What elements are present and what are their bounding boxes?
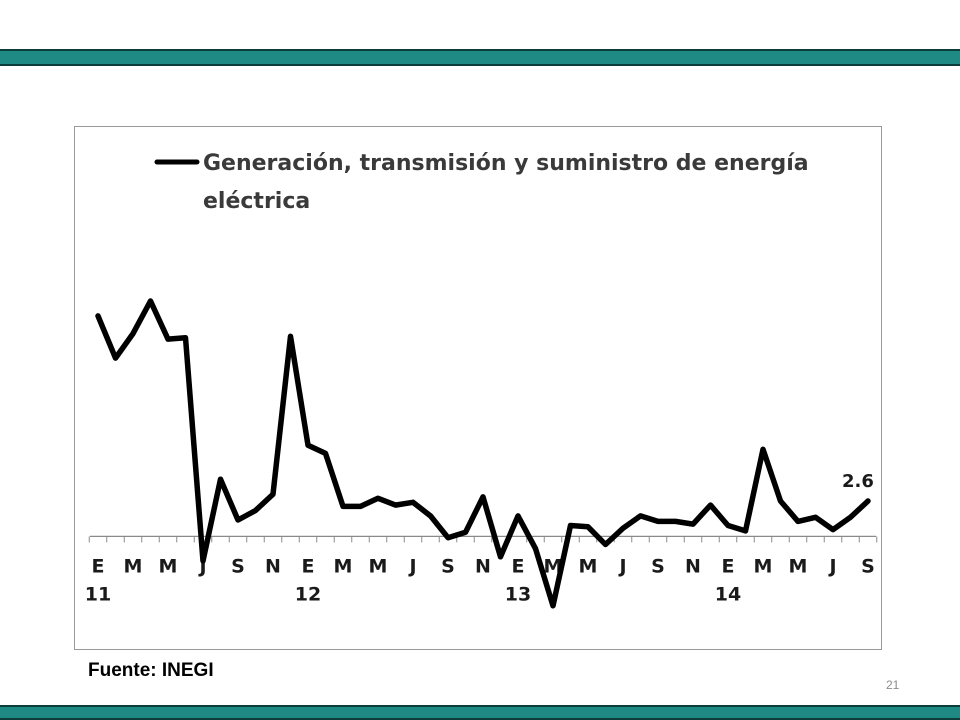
chart-frame: Generación, transmisión y suministro de … xyxy=(74,126,882,650)
series-line xyxy=(95,298,871,609)
x-tick-label: M xyxy=(124,555,143,577)
year-label: 12 xyxy=(295,583,321,605)
bottom-decorative-band xyxy=(0,705,960,720)
x-tick-label: E xyxy=(722,555,735,577)
x-tick-label: S xyxy=(861,555,875,577)
x-tick-label: E xyxy=(92,555,105,577)
top-decorative-band xyxy=(0,49,960,66)
year-label: 11 xyxy=(85,583,111,605)
legend-line-2: eléctrica xyxy=(203,189,310,214)
source-note: Fuente: INEGI xyxy=(88,660,214,681)
year-label: 14 xyxy=(715,583,741,605)
legend-line-1: Generación, transmisión y suministro de … xyxy=(203,151,809,176)
x-tick-label: J xyxy=(407,555,416,577)
x-tick-label: N xyxy=(265,555,281,577)
x-tick-label: N xyxy=(685,555,701,577)
page-number: 21 xyxy=(886,678,900,692)
x-tick-label: J xyxy=(617,555,626,577)
x-tick-label: S xyxy=(441,555,455,577)
x-tick-label: E xyxy=(302,555,315,577)
x-tick-label: J xyxy=(827,555,836,577)
x-tick-label: M xyxy=(754,555,773,577)
x-tick-label: M xyxy=(579,555,598,577)
x-tick-label: E xyxy=(512,555,525,577)
x-tick-label: N xyxy=(475,555,491,577)
year-label: 13 xyxy=(505,583,531,605)
last-value-label: 2.6 xyxy=(842,471,874,492)
year-labels: 11 12 13 14 xyxy=(85,583,741,605)
x-tick-label: M xyxy=(789,555,808,577)
x-tick-label: M xyxy=(369,555,388,577)
line-chart: Generación, transmisión y suministro de … xyxy=(85,151,878,609)
x-tick-label: S xyxy=(651,555,665,577)
x-tick-label: M xyxy=(334,555,353,577)
x-axis xyxy=(88,535,878,543)
x-tick-label: J xyxy=(197,555,206,577)
x-tick-label: M xyxy=(159,555,178,577)
x-tick-label: S xyxy=(231,555,245,577)
